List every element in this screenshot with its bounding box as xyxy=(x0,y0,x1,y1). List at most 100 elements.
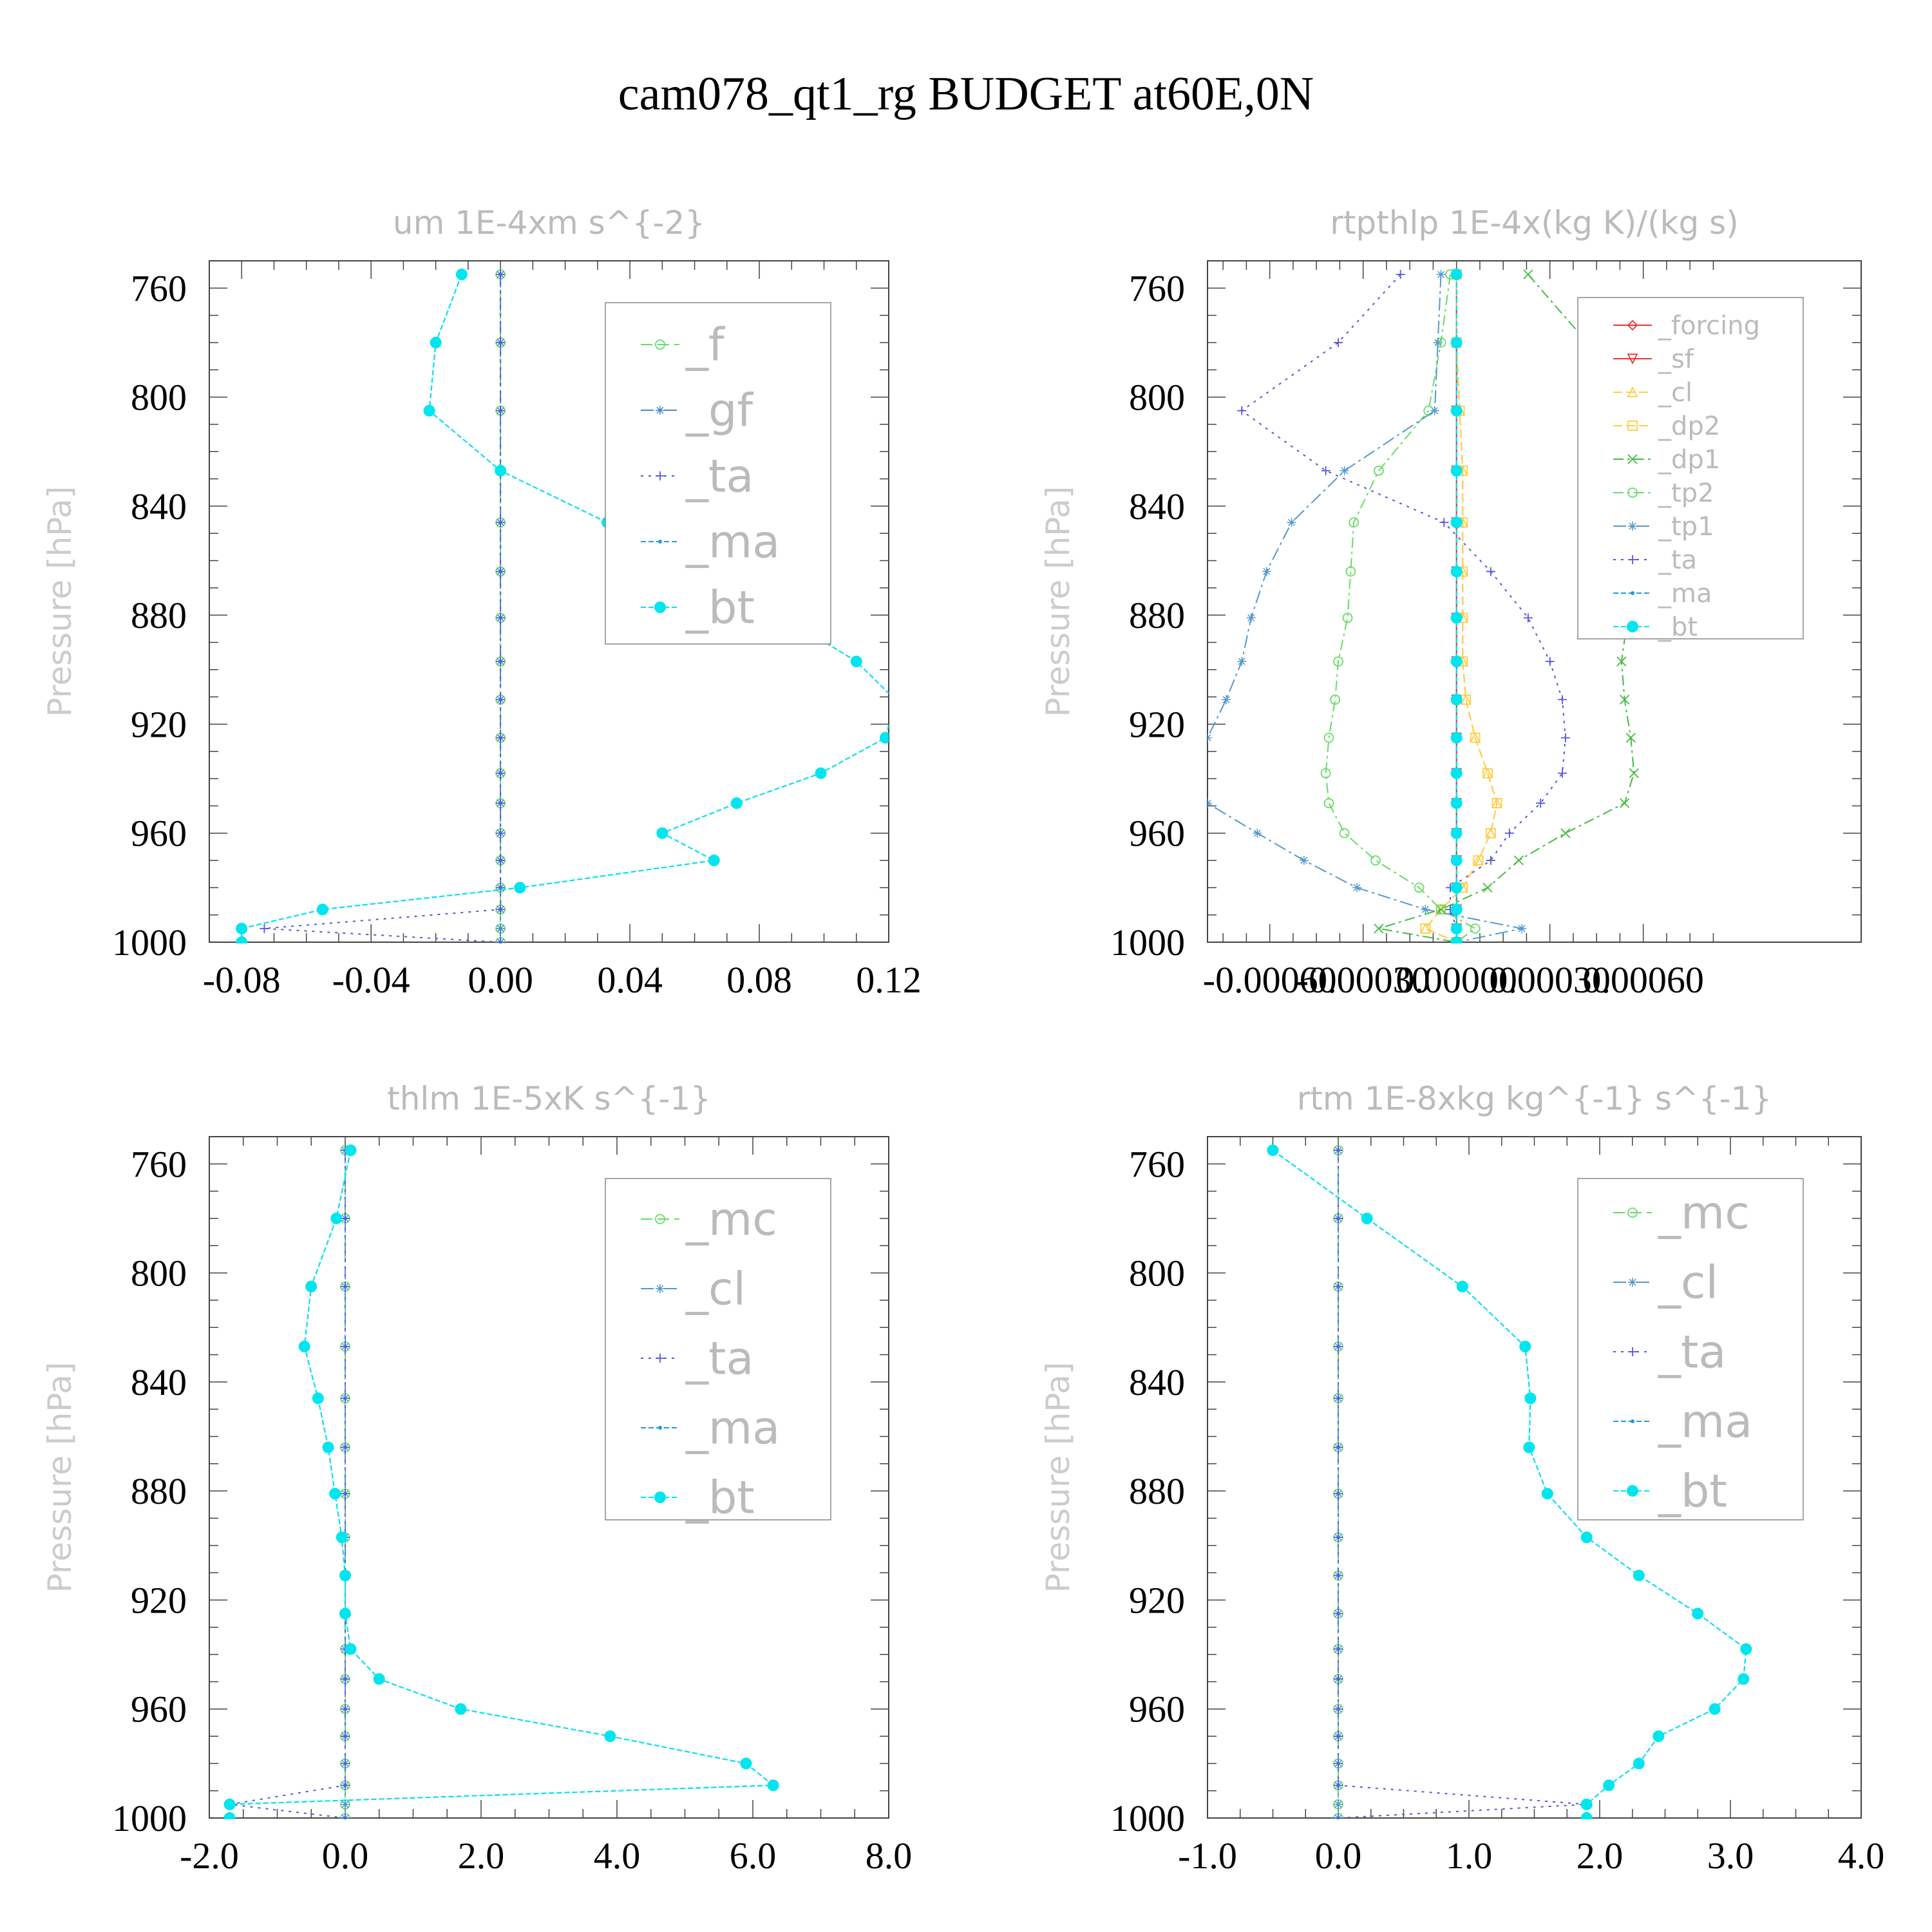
data-point-ta xyxy=(496,828,506,838)
y-tick-label: 800 xyxy=(131,1253,187,1294)
x-tick-label: 0.0 xyxy=(1315,1835,1362,1877)
x-tick-label: -1.0 xyxy=(1178,1835,1237,1877)
data-point-bt xyxy=(1450,516,1463,529)
y-tick-label: 920 xyxy=(131,703,187,745)
legend-box xyxy=(605,302,831,645)
y-axis-label: Pressure [hPa] xyxy=(1039,486,1077,717)
legend-label: _mc xyxy=(685,1193,777,1246)
data-point-ta xyxy=(1334,1781,1343,1790)
data-point-ta xyxy=(1321,466,1331,475)
legend-label: _f xyxy=(685,319,725,372)
data-point-bt xyxy=(223,1798,236,1810)
series-line-tp2 xyxy=(1325,274,1477,943)
series-line-bt xyxy=(241,274,889,942)
y-tick-label: 880 xyxy=(131,594,187,636)
data-point-bt xyxy=(1523,1441,1535,1454)
legend-marker xyxy=(1627,1485,1638,1497)
data-point-tp2 xyxy=(1323,798,1334,809)
data-point-ta xyxy=(341,1674,350,1684)
y-tick-label: 960 xyxy=(131,1689,187,1730)
y-tick-label: 760 xyxy=(1129,267,1185,309)
series-layer xyxy=(236,269,901,943)
y-axis-label: Pressure [hPa] xyxy=(41,1362,79,1593)
x-tick-label: 0.0 xyxy=(322,1835,369,1877)
series-line-ta xyxy=(1240,274,1566,942)
data-point-dp2 xyxy=(1420,923,1431,934)
data-point-ta xyxy=(1334,1489,1343,1499)
data-point-tp2 xyxy=(1414,882,1425,893)
data-point-bt xyxy=(1580,1531,1593,1544)
data-point-ta xyxy=(1334,337,1343,347)
legend-marker xyxy=(656,406,665,415)
data-point-bt xyxy=(767,1779,779,1792)
legend-marker xyxy=(654,1492,666,1503)
series-line-ta xyxy=(264,274,502,943)
x-tick-label: 0.04 xyxy=(597,959,663,1001)
data-point-dp1 xyxy=(1616,656,1627,667)
data-point-bt xyxy=(1580,1798,1593,1810)
x-tick-label: 6.0 xyxy=(730,1835,777,1877)
data-point-tp1 xyxy=(1237,657,1247,667)
data-point-ta xyxy=(1504,828,1514,838)
data-point-bt xyxy=(850,656,862,668)
data-point-gf xyxy=(496,923,506,933)
panels: um 1E-4xm s^{-2} Pressure [hPa] 760 800 840 8… xyxy=(41,204,1884,1877)
y-tick-label: 760 xyxy=(1129,1143,1185,1185)
data-point-ta xyxy=(341,1759,350,1768)
data-point-ta xyxy=(496,518,506,527)
data-point-ta xyxy=(341,1489,350,1499)
data-point-bt xyxy=(345,1144,357,1157)
data-point-bt xyxy=(236,922,248,934)
data-point-bt xyxy=(890,694,901,705)
data-point-tp2 xyxy=(1349,517,1359,528)
data-point-bt xyxy=(1450,904,1463,916)
panel-title: thlm 1E-5xK s^{-1} xyxy=(387,1080,711,1117)
data-point-ta xyxy=(1334,1609,1343,1618)
data-point-tp2 xyxy=(1342,612,1353,623)
legend-marker xyxy=(656,471,665,480)
data-point-bt xyxy=(1541,1488,1553,1500)
data-point-tp1 xyxy=(1352,883,1361,893)
legend-marker xyxy=(1631,591,1634,595)
y-tick-label: 920 xyxy=(131,1579,187,1621)
data-point-ta xyxy=(1334,1443,1343,1452)
data-point-bt xyxy=(1267,1144,1279,1157)
data-point-ta xyxy=(341,1443,350,1452)
y-tick-label: 840 xyxy=(1129,486,1185,527)
data-point-tp1 xyxy=(1299,856,1309,866)
data-point-ta xyxy=(1334,1341,1343,1351)
series-layer xyxy=(223,1144,779,1819)
data-point-ta xyxy=(1396,270,1405,279)
data-point-bt xyxy=(1450,336,1463,348)
data-point-ta xyxy=(1334,1533,1343,1542)
data-point-tp2 xyxy=(1323,732,1334,743)
y-tick-label: 840 xyxy=(1129,1361,1185,1403)
data-point-ta xyxy=(1486,567,1495,576)
legend-box xyxy=(605,1178,831,1520)
data-point-tp1 xyxy=(1222,695,1231,705)
legend-label: _bt xyxy=(1658,612,1698,642)
data-point-ta xyxy=(496,883,506,893)
y-tick-label: 840 xyxy=(131,1361,187,1403)
data-point-ta xyxy=(1334,1282,1343,1291)
data-point-bt xyxy=(1450,565,1463,578)
legend: _forcing _sf _cl _dp2 _dp1_tp2 _tp1_ta _ma_bt xyxy=(1577,297,1804,642)
legend-marker xyxy=(1627,621,1638,632)
y-tick-label: 880 xyxy=(131,1470,187,1512)
data-point-bt xyxy=(1450,797,1463,810)
data-point-ma xyxy=(893,697,897,701)
data-point-ta xyxy=(1237,406,1247,415)
data-point-dp1 xyxy=(1560,828,1571,838)
data-point-bt xyxy=(1738,1673,1750,1685)
data-point-bt xyxy=(305,1280,317,1293)
panel-title: rtpthlp 1E-4x(kg K)/(kg s) xyxy=(1330,204,1738,242)
y-tick-label: 760 xyxy=(131,1143,187,1185)
data-point-bt xyxy=(1450,269,1463,281)
data-point-ta xyxy=(496,406,506,415)
data-point-ta xyxy=(1334,1704,1343,1714)
legend-label: _ta xyxy=(685,1332,753,1385)
data-point-bt xyxy=(312,1392,324,1405)
legend-marker xyxy=(1628,1278,1637,1287)
legend-marker xyxy=(1627,488,1638,498)
data-point-bt xyxy=(455,269,468,281)
